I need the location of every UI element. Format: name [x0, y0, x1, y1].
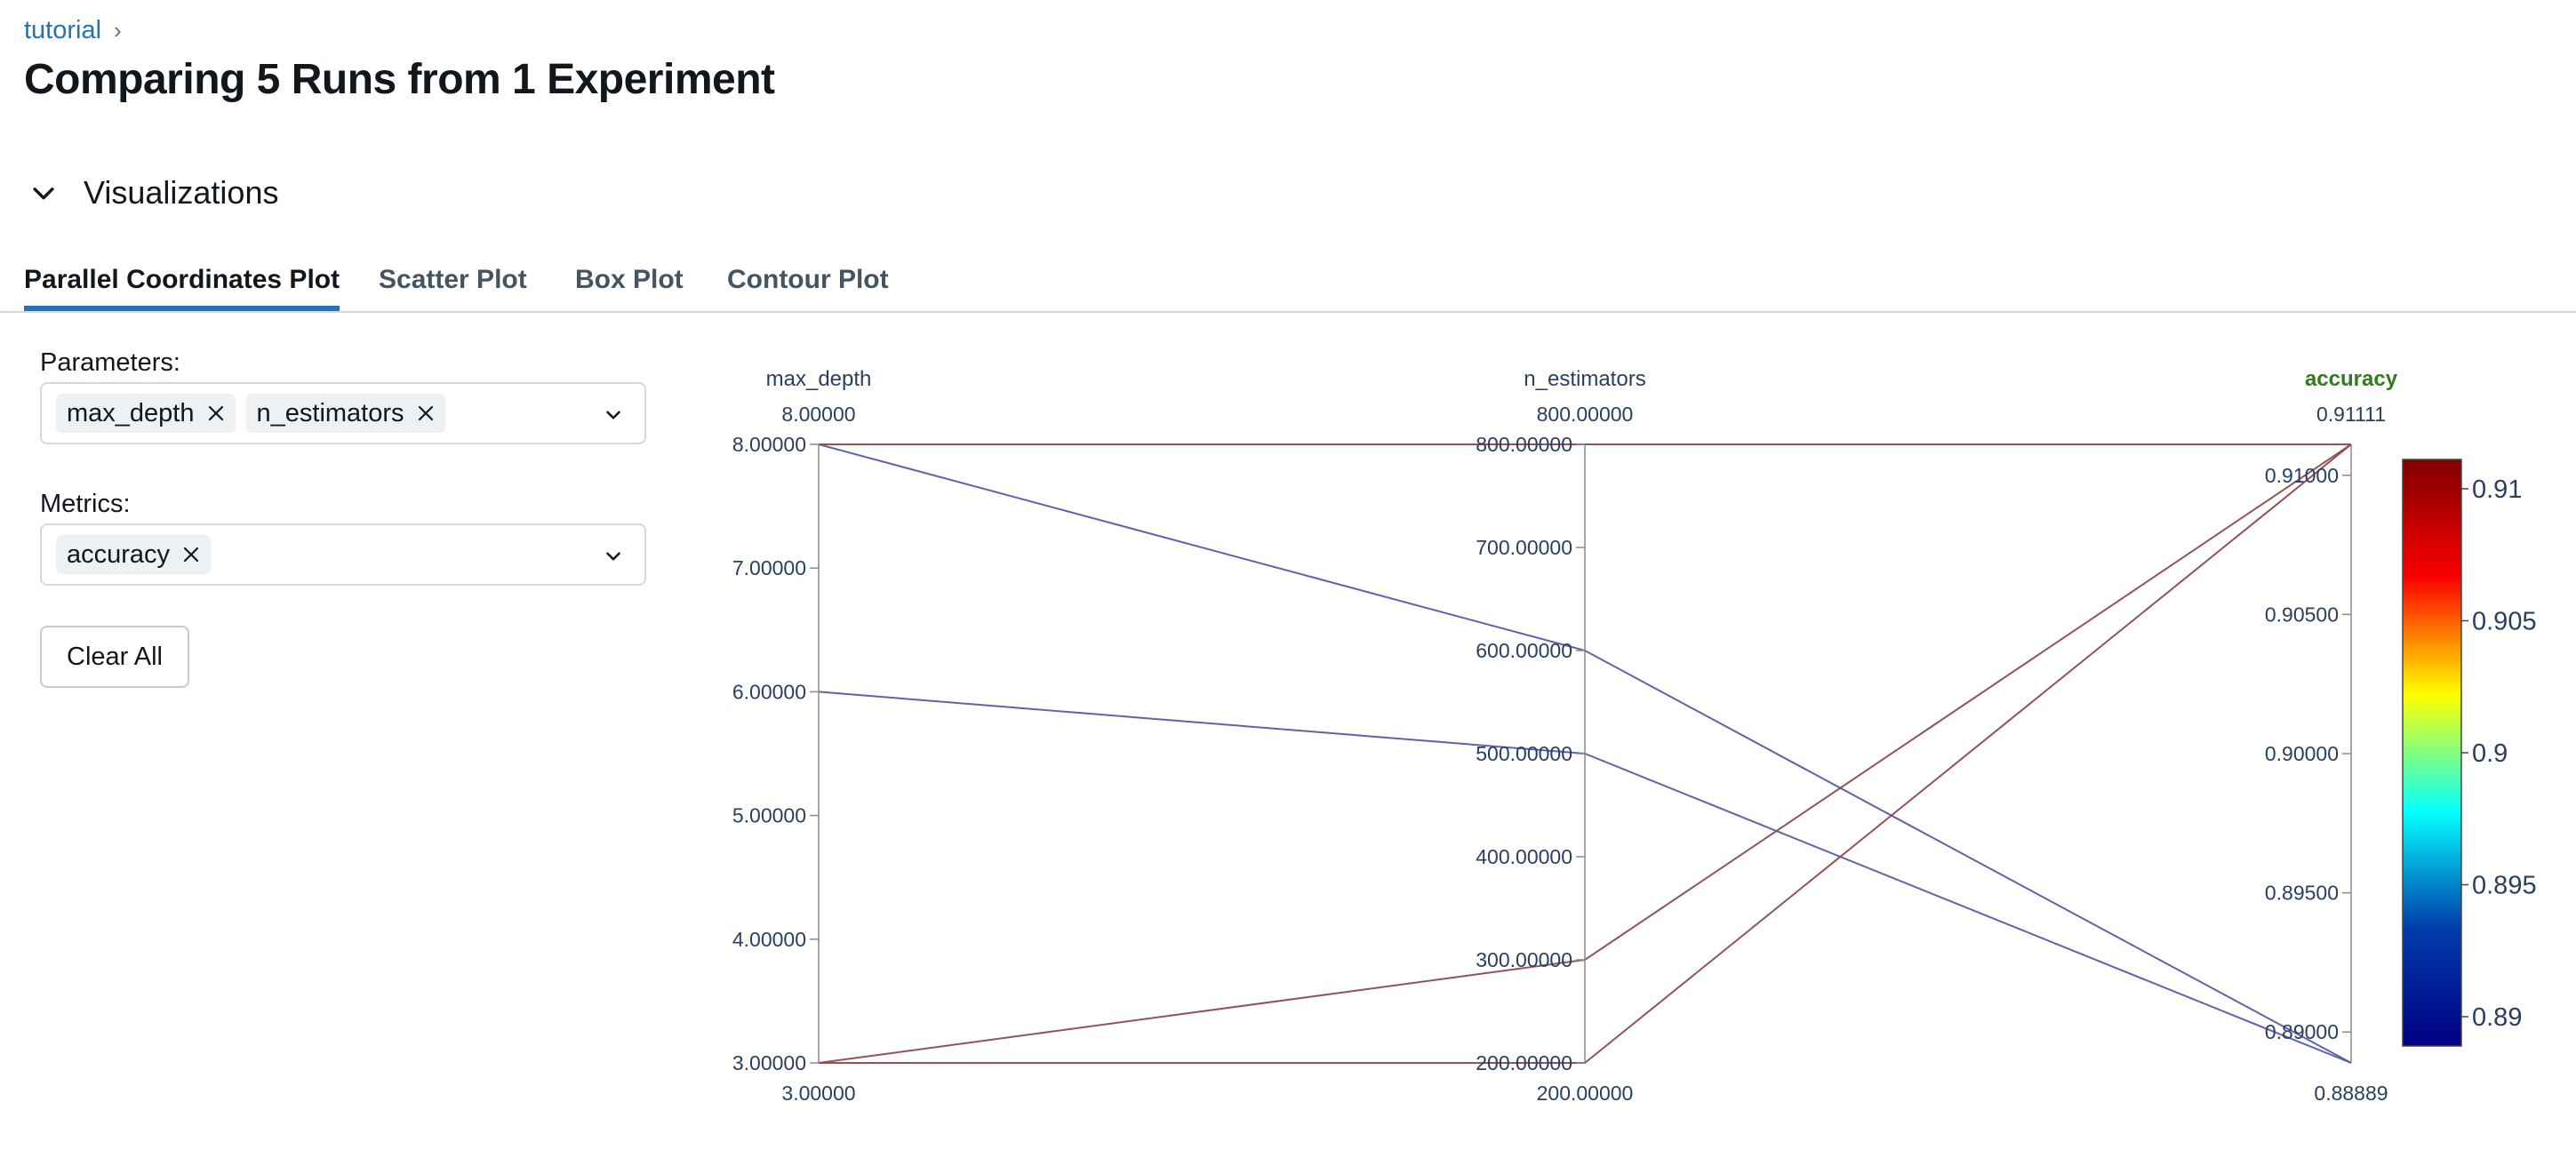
colorbar-tick-label: 0.9 [2472, 739, 2508, 768]
chevron-down-icon[interactable] [602, 545, 625, 568]
axis-tick-label-accuracy: 0.91000 [2265, 464, 2339, 487]
axis-max-label-max_depth: 8.00000 [781, 403, 855, 426]
metrics-label: Metrics: [40, 490, 131, 518]
axis-tick-label-max_depth: 7.00000 [732, 556, 806, 579]
visualization-tabs: Parallel Coordinates Plot Scatter Plot B… [0, 260, 2576, 313]
axis-tick-label-n_estimators: 200.00000 [1476, 1051, 1572, 1074]
colorbar-tick-label: 0.91 [2472, 475, 2522, 504]
axis-tick-label-n_estimators: 500.00000 [1476, 742, 1572, 765]
clear-all-button[interactable]: Clear All [40, 626, 189, 688]
axis-tick-label-max_depth: 4.00000 [732, 928, 806, 951]
axis-max-label-n_estimators: 800.00000 [1537, 403, 1634, 426]
axis-tick-label-max_depth: 8.00000 [732, 433, 806, 456]
chevron-down-icon [33, 188, 54, 200]
axis-min-label-accuracy: 0.88889 [2314, 1082, 2388, 1105]
close-icon[interactable] [415, 403, 436, 424]
axis-title-n_estimators: n_estimators [1524, 367, 1645, 391]
parameters-select[interactable]: max_depth n_estimators [40, 382, 646, 444]
parameter-chip-max-depth: max_depth [56, 394, 236, 433]
axis-max-label-accuracy: 0.91111 [2316, 403, 2386, 426]
tab-contour-plot[interactable]: Contour Plot [727, 265, 889, 294]
axis-tick-label-n_estimators: 400.00000 [1476, 845, 1572, 868]
axis-tick-label-accuracy: 0.89000 [2265, 1020, 2339, 1043]
tab-scatter-plot[interactable]: Scatter Plot [379, 265, 527, 294]
close-icon[interactable] [205, 403, 227, 424]
parallel-coordinates-plot: max_depth 8.00000 3.00000 3.00000 4.00000 5.0… [732, 367, 2537, 1105]
tab-parallel-coordinates-plot[interactable]: Parallel Coordinates Plot [24, 265, 340, 311]
colorbar [2402, 459, 2462, 1047]
visualizations-section-toggle[interactable]: Visualizations [28, 174, 278, 212]
chip-label: accuracy [67, 539, 171, 569]
colorbar-tick-label: 0.895 [2472, 872, 2537, 900]
axis-title-max_depth: max_depth [766, 367, 872, 391]
axis-tick-label-accuracy: 0.90500 [2265, 603, 2339, 626]
page-title: Comparing 5 Runs from 1 Experiment [24, 56, 775, 103]
tab-box-plot[interactable]: Box Plot [575, 265, 684, 294]
axis-tick-label-accuracy: 0.89500 [2265, 882, 2339, 905]
metrics-select[interactable]: accuracy [40, 523, 646, 586]
axis-title-accuracy: accuracy [2305, 367, 2398, 391]
section-title: Visualizations [84, 174, 279, 211]
breadcrumb-link-tutorial[interactable]: tutorial [24, 16, 102, 44]
parameters-label: Parameters: [40, 348, 180, 377]
axis-min-label-n_estimators: 200.00000 [1537, 1082, 1634, 1105]
chip-label: n_estimators [256, 398, 404, 427]
axis-tick-label-accuracy: 0.90000 [2265, 742, 2339, 765]
colorbar-tick-label: 0.89 [2472, 1003, 2522, 1032]
axis-tick-label-n_estimators: 800.00000 [1476, 433, 1572, 456]
axis-min-label-max_depth: 3.00000 [781, 1082, 855, 1105]
axis-tick-label-n_estimators: 600.00000 [1476, 639, 1572, 662]
axis-tick-label-max_depth: 3.00000 [732, 1051, 806, 1074]
breadcrumb: tutorial › [24, 16, 122, 45]
axis-tick-label-n_estimators: 700.00000 [1476, 536, 1572, 559]
breadcrumb-separator: › [114, 17, 122, 44]
parameter-chip-n-estimators: n_estimators [245, 394, 445, 433]
chevron-down-icon[interactable] [602, 403, 625, 427]
axis-tick-label-n_estimators: 300.00000 [1476, 948, 1572, 971]
axis-tick-label-max_depth: 6.00000 [732, 680, 806, 703]
colorbar-tick-label: 0.905 [2472, 607, 2537, 635]
close-icon[interactable] [180, 544, 202, 565]
chip-label: max_depth [67, 398, 195, 427]
axis-tick-label-max_depth: 5.00000 [732, 804, 806, 827]
metric-chip-accuracy: accuracy [56, 535, 212, 574]
